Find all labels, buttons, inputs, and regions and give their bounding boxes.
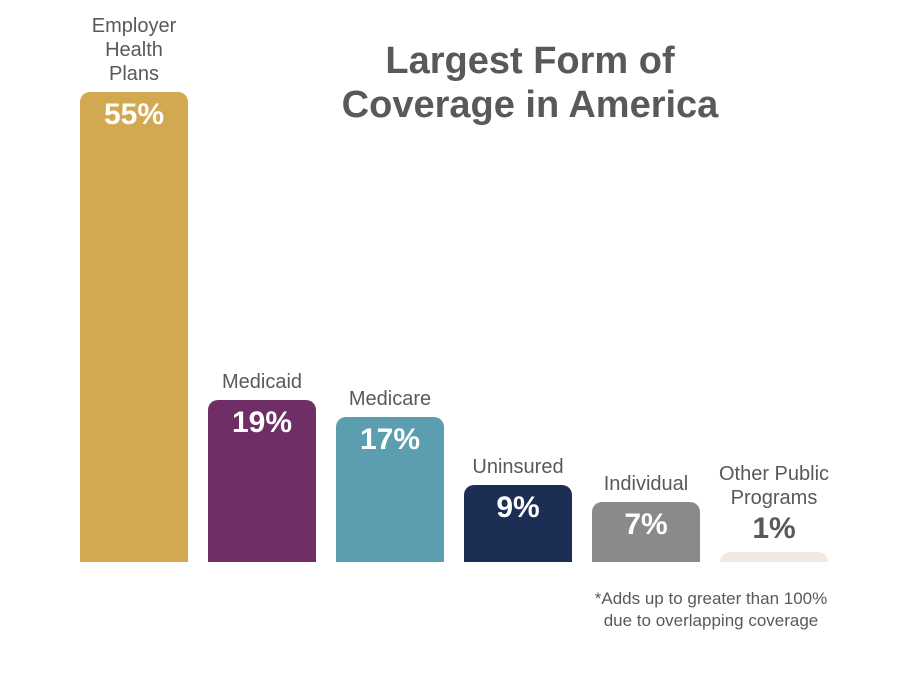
bar-value: 19% xyxy=(232,406,292,440)
bar-value: 55% xyxy=(104,98,164,132)
bar-label: Individual xyxy=(582,472,710,496)
bar xyxy=(720,552,828,562)
bar-label: Other Public Programs xyxy=(710,462,838,510)
bar-value: 7% xyxy=(624,508,667,542)
bar-value: 1% xyxy=(752,512,795,546)
bar-label: Medicaid xyxy=(198,370,326,394)
bar-value: 9% xyxy=(496,491,539,525)
footnote: *Adds up to greater than 100% due to ove… xyxy=(571,588,851,632)
bar-label: Uninsured xyxy=(454,455,582,479)
chart-area: 55%Employer Health Plans19%Medicaid17%Me… xyxy=(80,72,840,562)
bar-label: Employer Health Plans xyxy=(70,14,198,86)
bar-value: 17% xyxy=(360,423,420,457)
bar xyxy=(80,92,188,562)
bar-label: Medicare xyxy=(326,387,454,411)
